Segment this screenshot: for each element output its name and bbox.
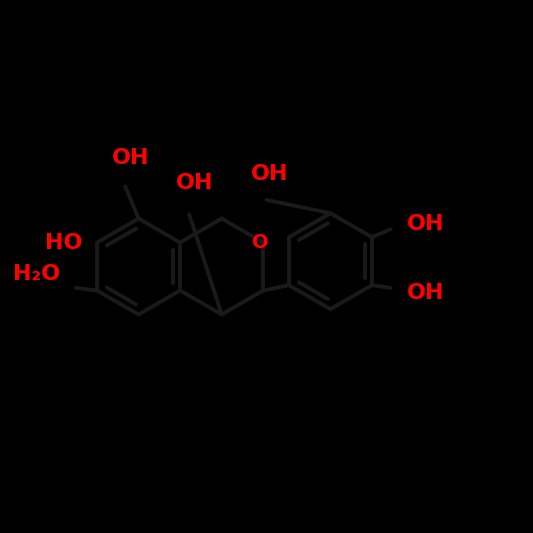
- Text: OH: OH: [251, 164, 288, 184]
- Text: OH: OH: [407, 214, 444, 234]
- Text: O: O: [252, 233, 269, 252]
- Text: OH: OH: [407, 283, 444, 303]
- Text: HO: HO: [45, 232, 83, 253]
- Text: OH: OH: [112, 148, 149, 168]
- Text: H₂O: H₂O: [13, 264, 61, 285]
- Text: OH: OH: [176, 173, 213, 193]
